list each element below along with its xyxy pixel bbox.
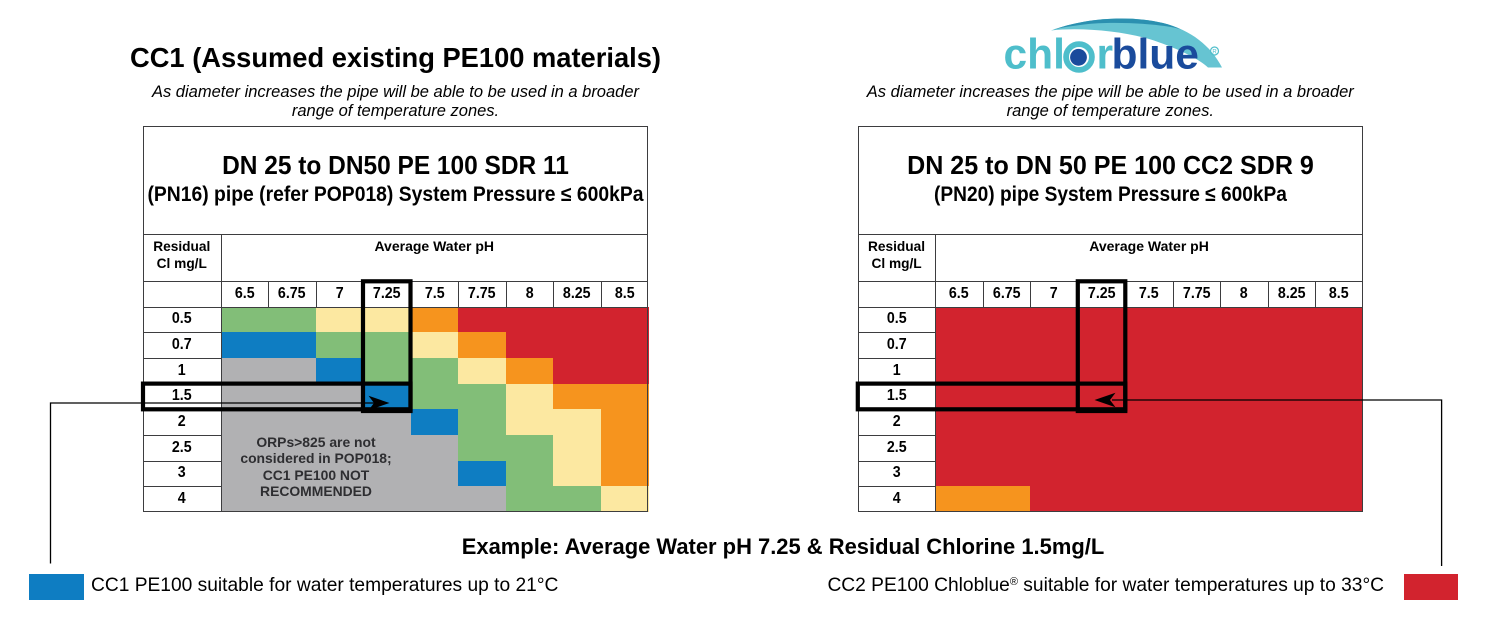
svg-text:R: R — [1212, 50, 1217, 56]
svg-text:chl: chl — [1004, 32, 1065, 79]
svg-text:r: r — [1097, 32, 1114, 79]
svg-text:blue: blue — [1112, 32, 1199, 79]
